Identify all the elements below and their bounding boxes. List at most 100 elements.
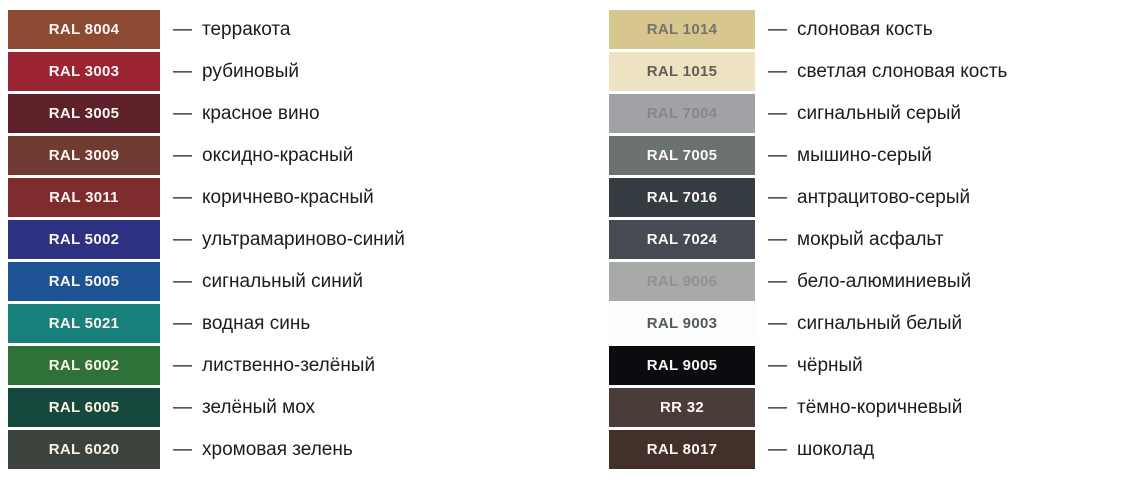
color-name: слоновая кость: [797, 18, 933, 40]
color-swatch: RAL 7005: [609, 136, 755, 175]
color-name: сигнальный синий: [202, 270, 363, 292]
dash: —: [173, 102, 192, 124]
color-swatch: RAL 6002: [8, 346, 160, 385]
color-name: ультрамариново-синий: [202, 228, 405, 250]
color-swatch: RAL 6020: [8, 430, 160, 469]
color-row: RAL 1015 — светлая слоновая кость: [609, 52, 1007, 91]
color-swatch: RAL 6005: [8, 388, 160, 427]
color-name-label: — светлая слоновая кость: [768, 61, 1007, 83]
dash: —: [173, 270, 192, 292]
color-swatch: RAL 3011: [8, 178, 160, 217]
color-name-label: — мокрый асфальт: [768, 229, 944, 251]
dash: —: [768, 60, 787, 82]
dash: —: [173, 312, 192, 334]
color-name: коричнево-красный: [202, 186, 374, 208]
color-row: RAL 3011 — коричнево-красный: [8, 178, 405, 217]
color-row: RAL 6002 — лиственно-зелёный: [8, 346, 405, 385]
color-name: оксидно-красный: [202, 144, 354, 166]
color-row: RAL 7005 — мышино-серый: [609, 136, 1007, 175]
color-swatch: RAL 9006: [609, 262, 755, 301]
color-swatch: RAL 7016: [609, 178, 755, 217]
color-name: рубиновый: [202, 60, 299, 82]
color-name-label: — сигнальный серый: [768, 103, 961, 125]
color-name-label: — мышино-серый: [768, 145, 932, 167]
color-name: терракота: [202, 18, 291, 40]
color-name-label: — чёрный: [768, 355, 863, 377]
color-code-label: RAL 8017: [646, 441, 718, 458]
color-code-label: RAL 1014: [646, 21, 718, 38]
dash: —: [768, 354, 787, 376]
color-row: RAL 8004 — терракота: [8, 10, 405, 49]
color-code-label: RAL 6005: [48, 399, 120, 416]
dash: —: [173, 144, 192, 166]
dash: —: [768, 396, 787, 418]
color-name-label: — сигнальный белый: [768, 313, 962, 335]
color-code-label: RAL 9005: [646, 357, 718, 374]
color-name: мокрый асфальт: [797, 228, 944, 250]
color-code-label: RAL 5021: [48, 315, 120, 332]
color-code-label: RAL 9006: [646, 273, 718, 290]
color-row: RAL 7016 — антрацитово-серый: [609, 178, 1007, 217]
color-row: RAL 9006 — бело-алюминиевый: [609, 262, 1007, 301]
color-code-label: RAL 9003: [646, 315, 718, 332]
color-row: RAL 7024 — мокрый асфальт: [609, 220, 1007, 259]
color-row: RAL 8017 — шоколад: [609, 430, 1007, 469]
color-code-label: RAL 1015: [646, 63, 718, 80]
color-name: водная синь: [202, 312, 311, 334]
color-name: сигнальный серый: [797, 102, 962, 124]
color-code-label: RAL 7024: [646, 231, 718, 248]
color-row: RAL 9003 — сигнальный белый: [609, 304, 1007, 343]
color-swatch: RAL 1014: [609, 10, 755, 49]
color-name-label: — рубиновый: [173, 61, 299, 83]
dash: —: [768, 270, 787, 292]
color-name-label: — тёмно-коричневый: [768, 397, 962, 419]
color-code-label: RAL 7005: [646, 147, 718, 164]
color-code-label: RAL 3003: [48, 63, 120, 80]
color-name: бело-алюминиевый: [797, 270, 972, 292]
color-row: RAL 3005 — красное вино: [8, 94, 405, 133]
color-swatch: RAL 1015: [609, 52, 755, 91]
color-name: шоколад: [797, 438, 875, 460]
color-name: мышино-серый: [797, 144, 932, 166]
dash: —: [173, 60, 192, 82]
color-code-label: RAL 5005: [48, 273, 120, 290]
color-swatch: RAL 5021: [8, 304, 160, 343]
color-name-label: — красное вино: [173, 103, 320, 125]
color-name-label: — коричнево-красный: [173, 187, 374, 209]
color-name-label: — ультрамариново-синий: [173, 229, 405, 251]
color-name: светлая слоновая кость: [797, 60, 1008, 82]
color-swatch: RAL 7024: [609, 220, 755, 259]
color-swatch: RAL 3005: [8, 94, 160, 133]
color-swatch: RAL 3003: [8, 52, 160, 91]
color-name-label: — терракота: [173, 19, 291, 41]
color-row: RAL 3009 — оксидно-красный: [8, 136, 405, 175]
color-code-label: RAL 6020: [48, 441, 120, 458]
color-code-label: RAL 8004: [48, 21, 120, 38]
color-name-label: — сигнальный синий: [173, 271, 363, 293]
color-code-label: RAL 3005: [48, 105, 120, 122]
color-code-label: RAL 6002: [48, 357, 120, 374]
color-row: RAL 5005 — сигнальный синий: [8, 262, 405, 301]
color-code-label: RR 32: [659, 399, 705, 416]
color-row: RR 32 — тёмно-коричневый: [609, 388, 1007, 427]
color-code-label: RAL 5002: [48, 231, 120, 248]
color-swatch: RR 32: [609, 388, 755, 427]
color-code-label: RAL 7004: [646, 105, 718, 122]
color-name: хромовая зелень: [202, 438, 353, 460]
color-row: RAL 3003 — рубиновый: [8, 52, 405, 91]
color-name: антрацитово-серый: [797, 186, 971, 208]
dash: —: [173, 438, 192, 460]
dash: —: [173, 396, 192, 418]
color-name-label: — антрацитово-серый: [768, 187, 970, 209]
dash: —: [768, 186, 787, 208]
color-row: RAL 5002 — ультрамариново-синий: [8, 220, 405, 259]
color-swatch: RAL 8004: [8, 10, 160, 49]
dash: —: [173, 18, 192, 40]
color-name: лиственно-зелёный: [202, 354, 376, 376]
color-name-label: — слоновая кость: [768, 19, 933, 41]
color-swatch: RAL 7004: [609, 94, 755, 133]
color-name: сигнальный белый: [797, 312, 963, 334]
color-swatch: RAL 5002: [8, 220, 160, 259]
color-row: RAL 5021 — водная синь: [8, 304, 405, 343]
dash: —: [768, 18, 787, 40]
